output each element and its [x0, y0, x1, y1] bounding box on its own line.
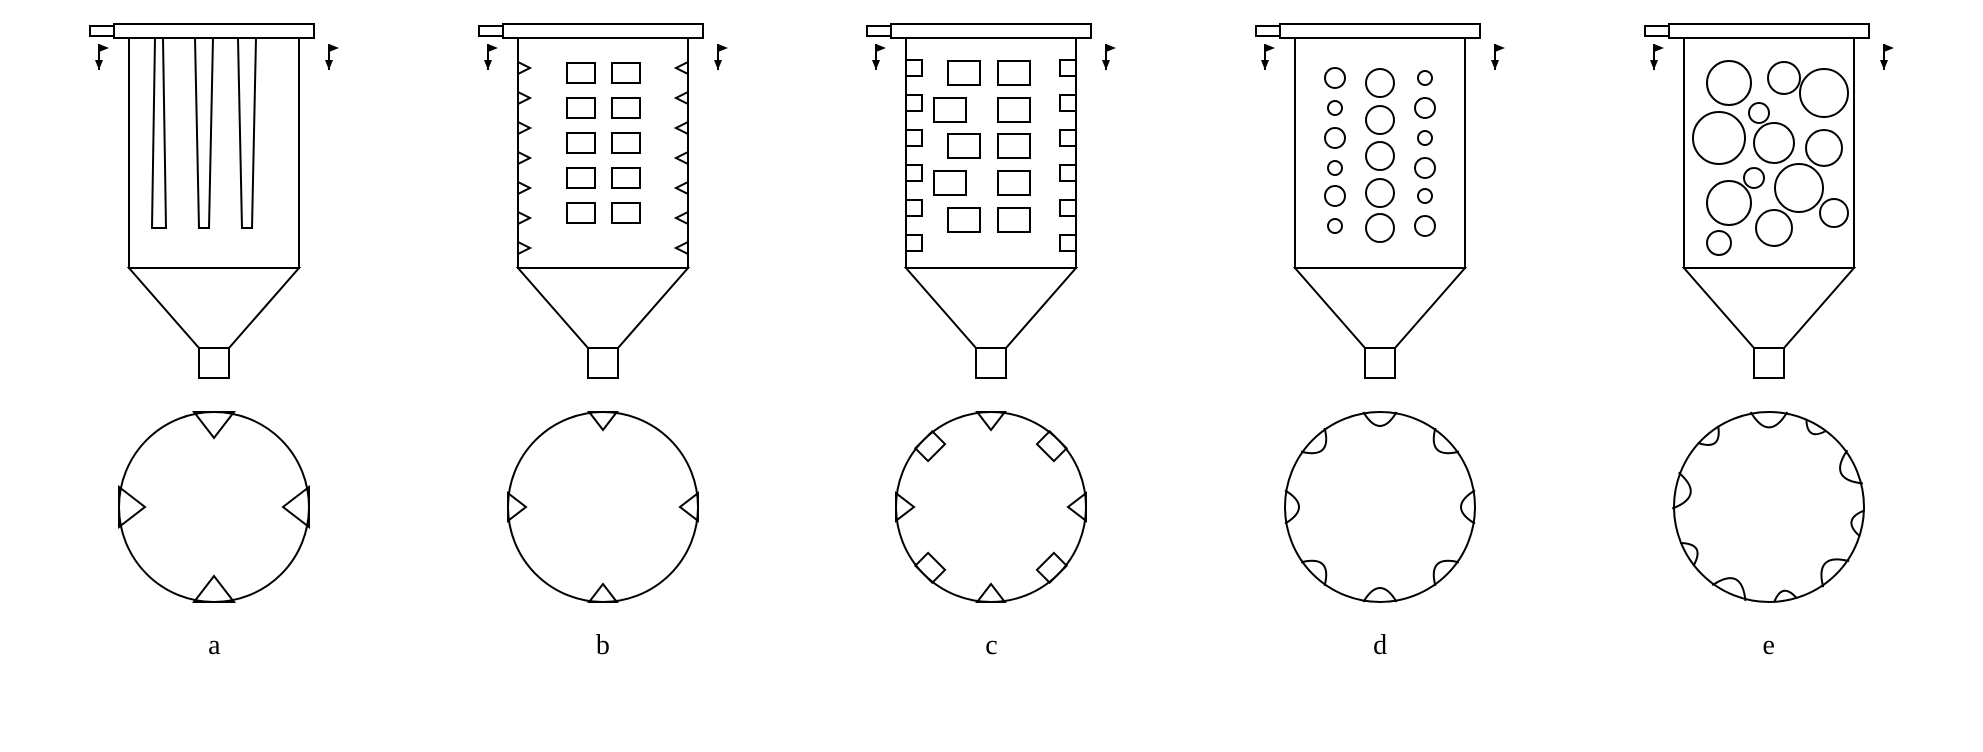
vessel-a	[44, 20, 384, 384]
panel-a: a	[44, 20, 384, 662]
cross-c	[886, 402, 1096, 612]
label-c: c	[985, 630, 997, 662]
cross-d	[1275, 402, 1485, 612]
panel-c: c	[821, 20, 1161, 662]
cross-b	[498, 402, 708, 612]
cross-a	[109, 402, 319, 612]
panel-b: b	[433, 20, 773, 662]
cross-e	[1664, 402, 1874, 612]
figure-row: a b c d e	[20, 20, 1963, 662]
vessel-b	[433, 20, 773, 384]
vessel-d	[1210, 20, 1550, 384]
label-e: e	[1762, 630, 1774, 662]
panel-d: d	[1210, 20, 1550, 662]
panel-e: e	[1599, 20, 1939, 662]
label-a: a	[208, 630, 220, 662]
label-b: b	[596, 630, 610, 662]
vessel-e	[1599, 20, 1939, 384]
vessel-c	[821, 20, 1161, 384]
label-d: d	[1373, 630, 1387, 662]
